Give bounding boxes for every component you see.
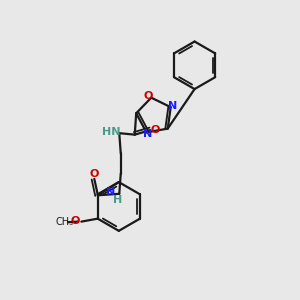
Text: N: N	[106, 187, 115, 197]
Text: H: H	[113, 195, 122, 205]
Text: N: N	[169, 101, 178, 111]
Text: N: N	[143, 129, 152, 139]
Text: CH₃: CH₃	[55, 217, 73, 227]
Text: O: O	[143, 91, 152, 101]
Text: O: O	[89, 169, 98, 178]
Text: O: O	[151, 124, 160, 135]
Text: O: O	[71, 216, 80, 226]
Text: HN: HN	[102, 127, 120, 137]
